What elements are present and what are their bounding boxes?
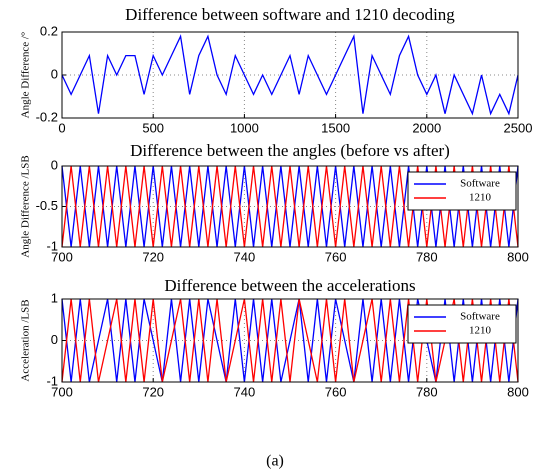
x-tick-label: 720 [142,384,164,399]
x-tick-label: 780 [416,249,438,264]
legend-box [407,304,517,344]
y-axis-label: Acceleration /LSB [20,299,32,381]
legend-label: Software [460,178,500,190]
x-tick-label: 0 [58,120,65,135]
x-tick-label: 740 [234,384,256,399]
y-tick-label: 0 [51,157,58,172]
x-tick-label: 800 [507,249,529,264]
x-tick-label: 760 [325,249,347,264]
y-tick-label: -1 [46,373,58,388]
caption: (a) [266,453,284,470]
legend-box [407,171,517,211]
y-tick-label: 0.2 [40,23,58,38]
y-tick-label: -0.5 [36,198,58,213]
x-tick-label: 1500 [321,120,350,135]
x-tick-label: 700 [51,249,73,264]
x-tick-label: 2500 [504,120,533,135]
x-tick-label: 1000 [230,120,259,135]
plot-frame [61,165,519,248]
plot-frame [61,298,519,383]
y-axis-label: Angle Difference /° [20,32,32,119]
x-tick-label: 740 [234,249,256,264]
y-tick-label: 0 [51,66,58,81]
x-tick-label: 760 [325,384,347,399]
x-tick-label: 720 [142,249,164,264]
legend-label: 1210 [469,325,492,337]
y-axis-label: Angle Difference /LSB [20,155,32,257]
x-tick-label: 780 [416,384,438,399]
chart-title: Difference between software and 1210 dec… [125,5,455,24]
y-tick-label: -0.2 [36,109,58,124]
data-line [61,33,519,116]
x-tick-label: 800 [507,384,529,399]
y-tick-label: 1 [51,290,58,305]
plot-frame [61,31,519,119]
x-tick-label: 2000 [412,120,441,135]
x-tick-label: 700 [51,384,73,399]
y-tick-label: 0 [51,332,58,347]
y-tick-label: -1 [46,238,58,253]
chart-title: Difference between the accelerations [164,276,415,295]
chart-title: Difference between the angles (before vs… [130,141,450,160]
legend-label: Software [460,311,500,323]
legend-label: 1210 [469,192,492,204]
x-tick-label: 500 [142,120,164,135]
